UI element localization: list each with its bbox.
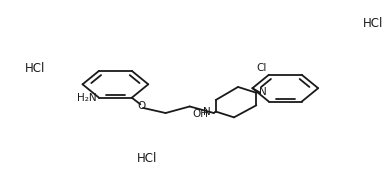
Text: N: N: [259, 87, 267, 97]
Text: HCl: HCl: [363, 17, 383, 30]
Text: O: O: [137, 101, 145, 111]
Text: HCl: HCl: [25, 62, 45, 75]
Text: N: N: [203, 107, 211, 117]
Text: HCl: HCl: [136, 152, 157, 165]
Text: H₂N: H₂N: [78, 93, 97, 103]
Text: OH: OH: [193, 109, 209, 119]
Text: Cl: Cl: [257, 63, 267, 73]
